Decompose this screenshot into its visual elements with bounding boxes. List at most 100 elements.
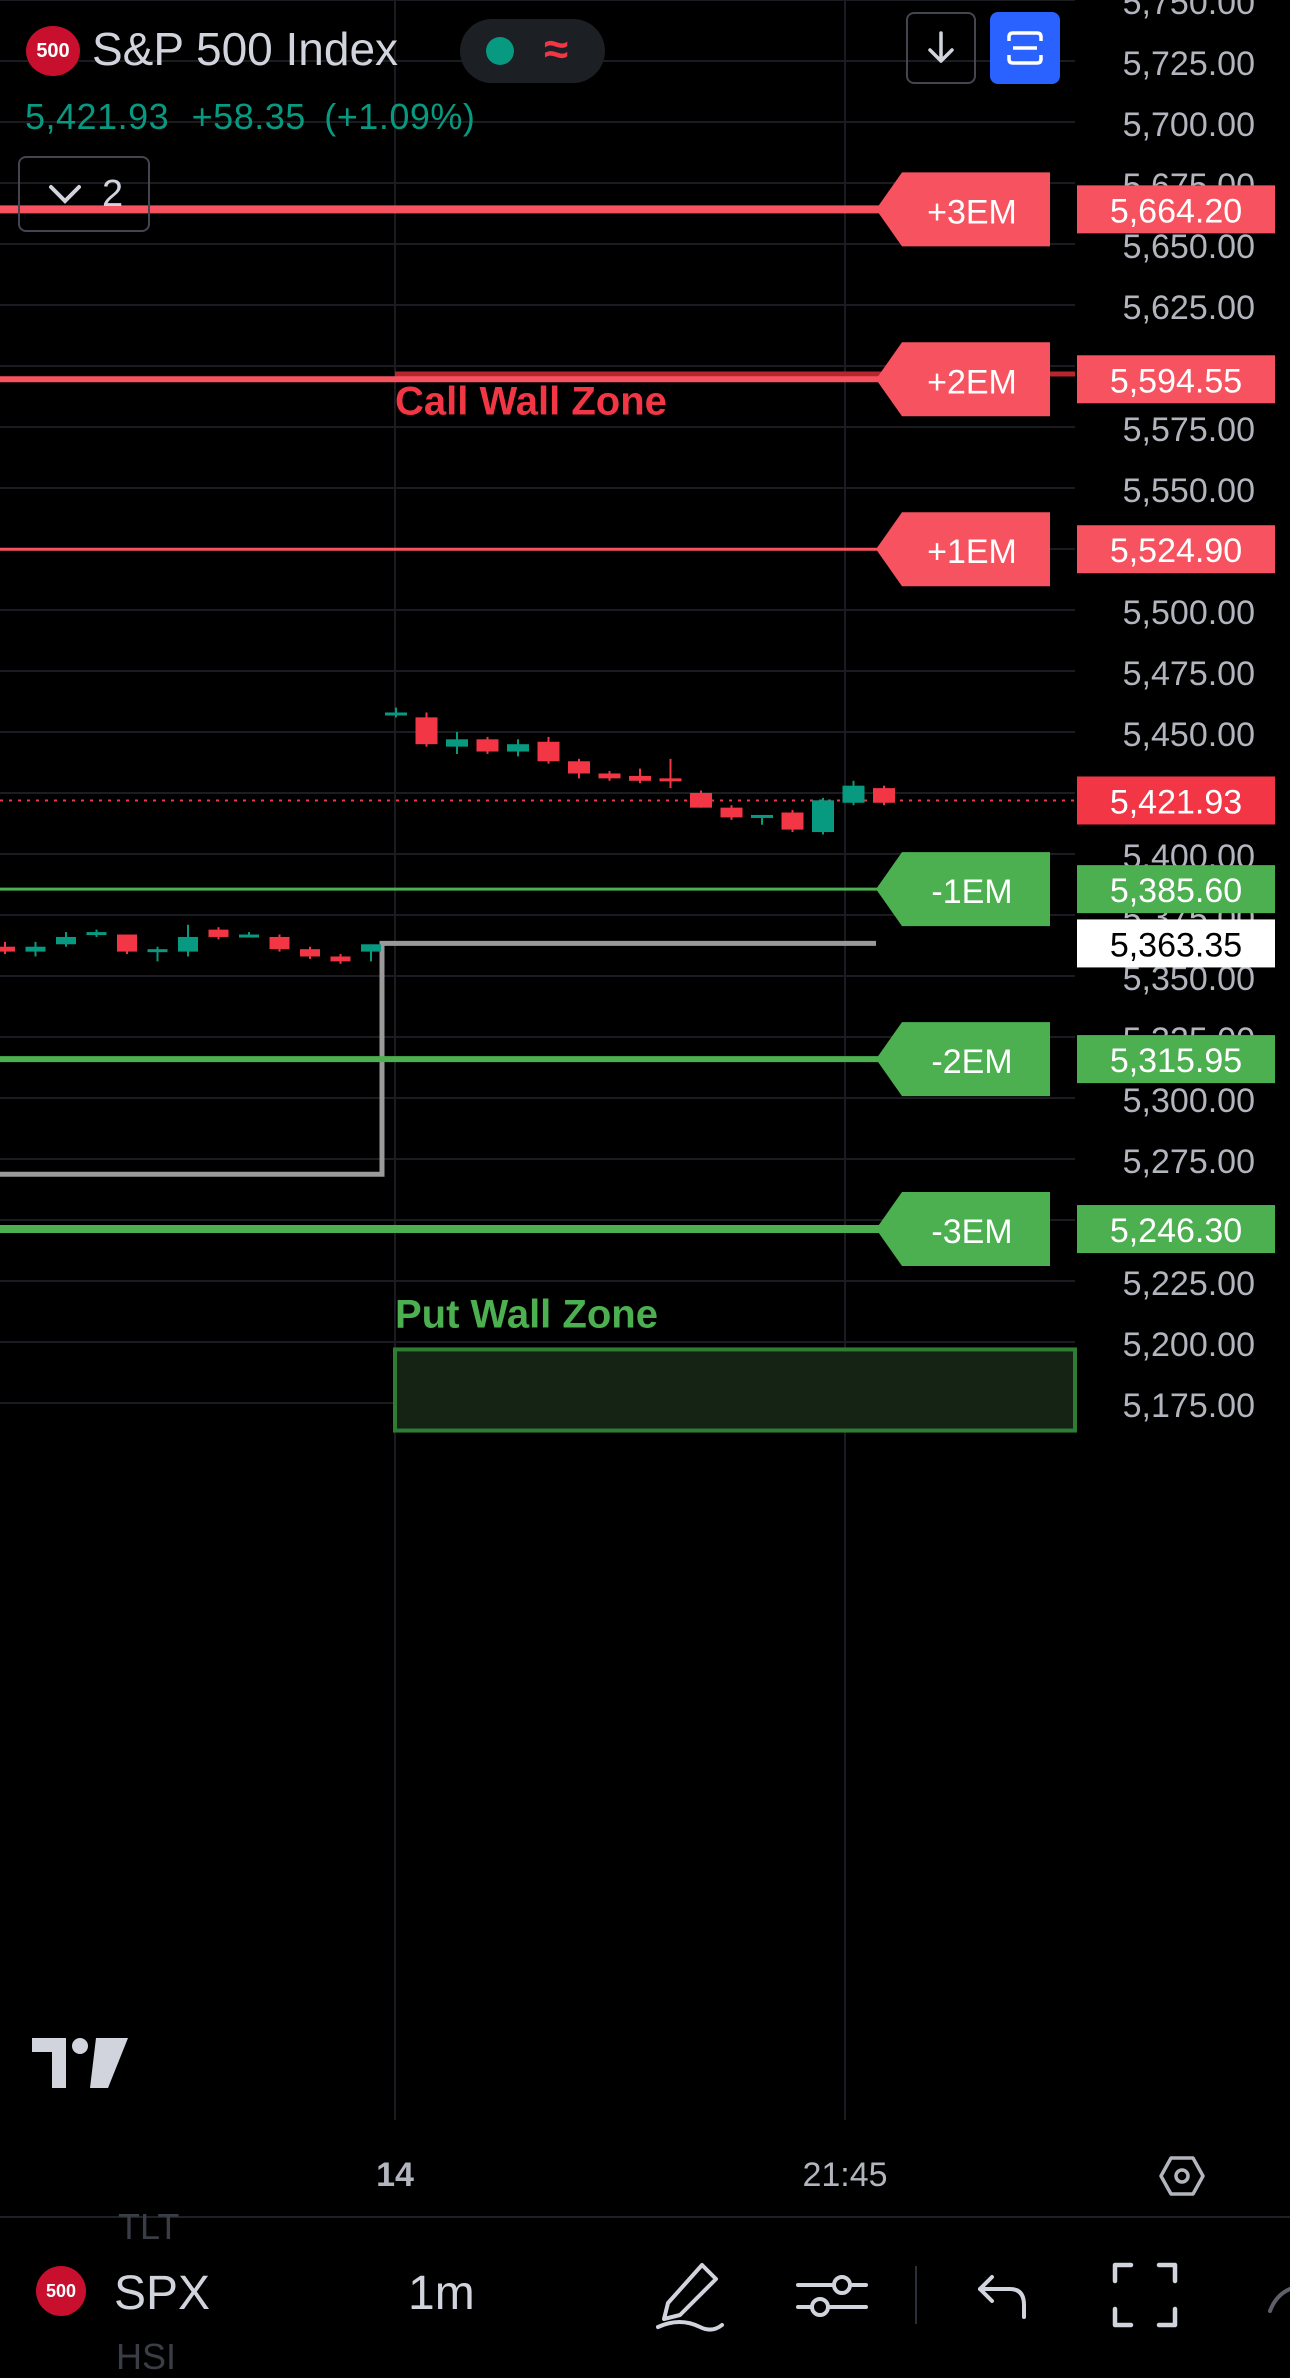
level-price-box: [1077, 355, 1275, 404]
level-price-label: 5,385.60: [1110, 872, 1242, 910]
price-axis-tick: 5,225.00: [1123, 1265, 1255, 1303]
level-tag-label: +3EM: [927, 193, 1017, 231]
level-price-label: 5,246.30: [1110, 1212, 1242, 1250]
arrow-down-icon: [928, 31, 954, 63]
previous-close-box: [1077, 919, 1275, 968]
last-price: 5,421.93: [25, 96, 170, 137]
chart-settings-icon[interactable]: [1158, 2154, 1206, 2198]
candle-body: [598, 773, 621, 779]
level-tag: [876, 852, 1050, 927]
level-price-label: 5,664.20: [1110, 192, 1242, 230]
indicator-settings-icon[interactable]: [792, 2255, 872, 2335]
price-axis-tick: 5,700.00: [1123, 106, 1255, 144]
level-tag-label: -2EM: [931, 1043, 1012, 1081]
indicator-count: 2: [102, 172, 124, 215]
price-axis-tick: 5,750.00: [1123, 0, 1255, 22]
candle-body: [873, 788, 895, 803]
candle-body: [568, 761, 590, 774]
price-chart[interactable]: 5,750.005,725.005,700.005,675.005,650.00…: [0, 0, 1290, 2216]
level-tag-label: -1EM: [931, 873, 1012, 911]
time-axis-label: 14: [376, 2156, 414, 2194]
candle-body: [659, 778, 682, 782]
price-change-line: 5,421.93 +58.35 (+1.09%): [25, 96, 475, 138]
candle-body: [507, 744, 529, 752]
level-tag: [876, 1022, 1050, 1097]
download-button[interactable]: [906, 12, 976, 84]
last-price-box: [1077, 776, 1275, 825]
candle-body: [361, 944, 381, 952]
candle-body: [117, 934, 137, 952]
last-price-label: 5,421.93: [1110, 783, 1242, 821]
indicators-collapse-button[interactable]: 2: [18, 156, 150, 232]
level-price-box: [1077, 185, 1275, 234]
change-percent: (+1.09%): [324, 96, 476, 137]
level-price-box: [1077, 525, 1275, 574]
market-status-toggle[interactable]: ≈: [460, 19, 605, 83]
level-price-label: 5,315.95: [1110, 1042, 1242, 1080]
level-price-box: [1077, 865, 1275, 914]
frame-icon: [1007, 31, 1043, 65]
candle-body: [269, 936, 290, 950]
level-tag-label: +2EM: [927, 363, 1017, 401]
level-tag-label: +1EM: [927, 533, 1017, 571]
candle-body: [781, 812, 804, 830]
price-axis-tick: 5,500.00: [1123, 594, 1255, 632]
symbol-search-button[interactable]: SPX: [114, 2267, 211, 2320]
price-axis-tick: 5,575.00: [1123, 411, 1255, 449]
candle-body: [0, 946, 15, 952]
call-wall-zone-label: Call Wall Zone: [395, 379, 667, 423]
market-open-dot-icon: [486, 37, 514, 65]
price-axis-tick: 5,650.00: [1123, 228, 1255, 266]
candle-body: [537, 741, 560, 762]
tradingview-logo-icon[interactable]: [30, 2034, 130, 2094]
ghost-watchlist-item: TLT: [118, 2206, 180, 2247]
level-tag-label: -3EM: [931, 1213, 1012, 1251]
price-axis-tick: 5,450.00: [1123, 716, 1255, 754]
symbol-title[interactable]: S&P 500 Index: [92, 23, 399, 75]
symbol-logo-badge: 500: [26, 26, 80, 76]
candle-body: [751, 814, 773, 818]
fullscreen-icon[interactable]: [1105, 2255, 1185, 2335]
drawing-pen-icon[interactable]: [650, 2255, 730, 2335]
price-axis-tick: 5,550.00: [1123, 472, 1255, 510]
bottom-symbol-logo-badge[interactable]: 500: [36, 2266, 86, 2316]
price-axis-tick: 5,275.00: [1123, 1143, 1255, 1181]
candle-body: [476, 739, 499, 752]
bottom-toolbar: [0, 2216, 1290, 2372]
level-price-label: 5,594.55: [1110, 362, 1242, 400]
candle-body: [147, 949, 168, 953]
candle-body: [629, 775, 651, 781]
level-price-label: 5,524.90: [1110, 532, 1242, 570]
price-axis-tick: 5,175.00: [1123, 1387, 1255, 1425]
candle-body: [330, 956, 351, 962]
candle-body: [56, 936, 76, 945]
more-tools-partial-icon[interactable]: [1256, 2255, 1290, 2335]
candle-body: [690, 793, 712, 808]
candle-body: [86, 932, 107, 936]
candle-body: [812, 800, 834, 833]
level-tag: [876, 1192, 1050, 1267]
toolbar-divider: [915, 2266, 917, 2324]
level-price-box: [1077, 1035, 1275, 1084]
change-value: +58.35: [191, 96, 306, 137]
previous-close-label: 5,363.35: [1110, 926, 1242, 964]
candle-body: [446, 739, 468, 747]
undo-arrow-icon[interactable]: [960, 2255, 1040, 2335]
price-axis-tick: 5,625.00: [1123, 289, 1255, 327]
fullscreen-mode-button[interactable]: [990, 12, 1060, 84]
chevron-down-icon: [49, 185, 81, 204]
wave-icon: ≈: [544, 25, 569, 74]
candle-body: [720, 807, 743, 818]
price-axis-tick: 5,475.00: [1123, 655, 1255, 693]
level-price-box: [1077, 1205, 1275, 1254]
candle-body: [415, 717, 438, 745]
candle-body: [300, 949, 320, 957]
ghost-watchlist-item: HSI: [116, 2336, 177, 2377]
candle-body: [842, 785, 865, 803]
put-wall-zone-box: [393, 1347, 1077, 1433]
price-axis-tick: 5,300.00: [1123, 1082, 1255, 1120]
interval-button[interactable]: 1m: [408, 2267, 475, 2320]
time-axis-label: 21:45: [802, 2156, 887, 2194]
level-tag: [876, 172, 1050, 247]
candle-body: [239, 934, 259, 938]
